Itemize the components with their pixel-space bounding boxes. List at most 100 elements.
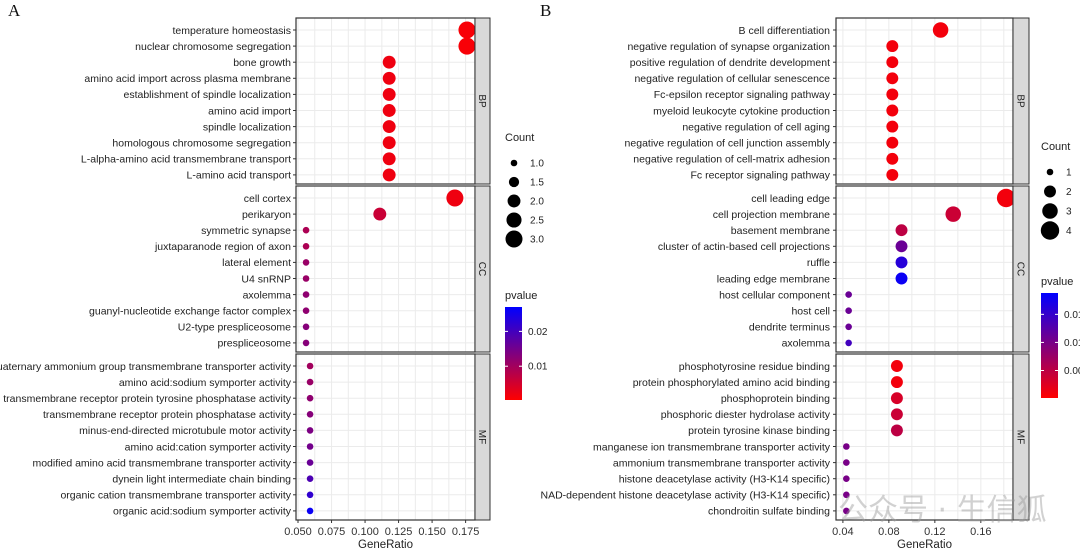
term-label: leading edge membrane (717, 273, 830, 285)
x-tick-label: 0.125 (385, 526, 413, 538)
facet-mf: quaternary ammonium group transmembrane … (0, 353, 491, 521)
term-label: host cellular component (719, 289, 830, 301)
data-point (932, 22, 949, 38)
colorbar-label: 0.015 (1064, 310, 1080, 321)
term-label: negative regulation of cell junction ass… (625, 138, 831, 150)
facet-cc: cell cortex perikaryon symmetric synapse ju… (89, 185, 491, 353)
size-legend-label: 1.5 (530, 178, 544, 189)
data-point (895, 224, 908, 237)
x-tick-label: 0.04 (832, 526, 853, 538)
size-legend-label: 3 (1066, 207, 1072, 218)
size-legend-dot (505, 230, 523, 248)
facet-mf: phosphotyrosine residue binding protein p… (541, 353, 1030, 521)
data-point (458, 21, 476, 39)
term-label: homologous chromosome segregation (112, 138, 291, 150)
facet-strip-label: BP (476, 94, 487, 108)
term-label: phosphoric diester hydrolase activity (661, 409, 831, 421)
colorbar-label: 0.01 (528, 362, 548, 373)
term-label: histone deacetylase activity (H3-K14 spe… (619, 474, 830, 486)
data-point (890, 424, 903, 437)
panel-letter: A (8, 1, 21, 20)
size-legend-label: 1 (1066, 168, 1072, 179)
data-point (886, 168, 899, 181)
size-legend-dot (1042, 203, 1058, 219)
data-point (843, 459, 850, 466)
x-axis-title: GeneRatio (897, 539, 952, 551)
data-point (302, 243, 310, 250)
size-legend-title: Count (1041, 141, 1070, 153)
term-label: ammonium transmembrane transporter activ… (613, 457, 831, 469)
term-label: positive regulation of dendrite developm… (630, 57, 830, 69)
term-label: B cell differentiation (739, 25, 831, 37)
data-point (843, 443, 850, 450)
data-point (458, 37, 476, 55)
term-label: quaternary ammonium group transmembrane … (0, 361, 292, 373)
term-label: establishment of spindle localization (123, 89, 291, 101)
data-point (382, 152, 396, 166)
data-point (845, 339, 852, 347)
size-legend-dot (507, 194, 521, 208)
x-tick-label: 0.12 (924, 526, 945, 538)
data-point (845, 307, 852, 315)
data-point (890, 392, 903, 405)
data-point (886, 104, 899, 117)
data-point (306, 394, 314, 402)
panel-letter: B (540, 1, 551, 20)
data-point (890, 376, 903, 389)
facet-strip (1012, 185, 1030, 353)
term-label: Fc-epsilon receptor signaling pathway (654, 89, 831, 101)
facet-strip (474, 353, 491, 521)
color-legend-title: pvalue (1041, 276, 1073, 288)
data-point (382, 136, 396, 150)
term-label: dendrite terminus (749, 322, 830, 334)
data-point (306, 411, 314, 418)
facet-strip (1012, 353, 1030, 521)
term-label: juxtaparanode region of axon (154, 241, 291, 253)
facet-strip-label: MF (1015, 430, 1026, 444)
data-point (886, 56, 899, 69)
term-label: amino acid:cation symporter activity (125, 441, 292, 453)
data-point (382, 168, 396, 182)
term-label: myeloid leukocyte cytokine production (653, 105, 830, 117)
term-label: negative regulation of synapse organizat… (627, 41, 830, 53)
pvalue-colorbar (505, 307, 522, 400)
data-point (302, 323, 310, 331)
data-point (886, 72, 899, 85)
facet-strip-label: MF (476, 430, 487, 444)
data-point (306, 459, 314, 466)
size-legend-label: 2.5 (530, 216, 544, 227)
data-point (382, 104, 396, 117)
facet-cc: cell leading edge cell projection membran… (658, 185, 1030, 353)
term-label: dynein light intermediate chain binding (112, 474, 291, 486)
size-legend-label: 2.0 (530, 197, 544, 208)
term-label: Fc receptor signaling pathway (691, 170, 831, 182)
facet-strip-label: CC (476, 262, 487, 276)
data-point (302, 259, 310, 266)
term-label: protein phosphorylated amino acid bindin… (633, 377, 830, 389)
term-label: U4 snRNP (241, 273, 291, 285)
x-tick-label: 0.08 (878, 526, 899, 538)
term-label: minus-end-directed microtubule motor act… (79, 425, 292, 437)
term-label: axolemma (243, 289, 292, 301)
data-point (382, 71, 396, 85)
term-label: spindle localization (203, 121, 291, 133)
term-label: symmetric synapse (201, 225, 291, 237)
data-point (945, 206, 961, 222)
x-tick-label: 0.150 (418, 526, 446, 538)
data-point (890, 408, 903, 421)
term-label: organic acid:sodium symporter activity (113, 506, 292, 518)
colorbar-label: 0.005 (1064, 366, 1080, 377)
term-label: amino acid:sodium symporter activity (119, 377, 292, 389)
term-label: cell projection membrane (713, 209, 830, 221)
panel-b: B B cell differentiation negative regulati… (540, 1, 1080, 551)
size-legend-title: Count (505, 132, 534, 144)
data-point (306, 427, 314, 434)
term-label: prespliceosome (217, 338, 291, 350)
term-label: phosphoprotein binding (721, 393, 830, 405)
facet-bp: temperature homeostasis nuclear chromosom… (81, 17, 491, 185)
x-tick-label: 0.100 (351, 526, 379, 538)
watermark: 公众号 · 生信狐 (838, 493, 1047, 528)
term-label: phosphotyrosine residue binding (679, 361, 830, 373)
